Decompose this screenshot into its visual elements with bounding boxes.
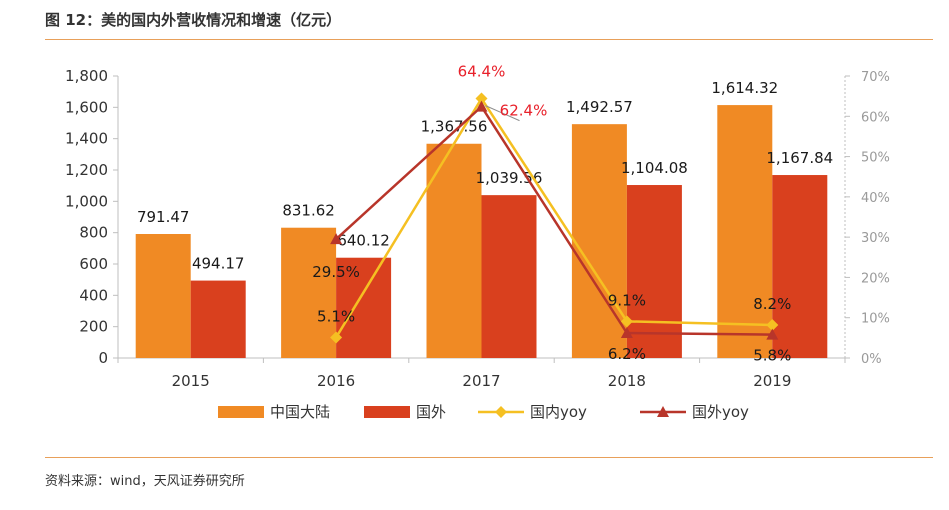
- left-axis-tick-label: 0: [98, 349, 108, 367]
- left-axis-tick-label: 1,000: [65, 192, 108, 210]
- label-overseas-yoy: 5.8%: [753, 347, 791, 365]
- point-domestic-yoy: [766, 318, 779, 331]
- bar-overseas: [481, 195, 537, 358]
- bar-domestic: [426, 143, 482, 358]
- point-domestic-yoy: [475, 92, 488, 105]
- bar-overseas: [626, 185, 682, 358]
- right-axis-tick-label: 50%: [861, 151, 890, 166]
- x-axis-tick-label: 2017: [462, 372, 500, 390]
- point-overseas-yoy: [475, 100, 488, 112]
- bar-label-domestic: 1,614.32: [711, 79, 778, 97]
- bar-overseas: [336, 257, 392, 358]
- bar-label-overseas: 1,167.84: [766, 149, 833, 167]
- label-domestic-yoy: 9.1%: [608, 291, 646, 309]
- x-axis-tick-label: 2015: [172, 372, 210, 390]
- bar-label-domestic: 1,492.57: [566, 98, 633, 116]
- bar-label-domestic: 791.47: [137, 208, 190, 226]
- legend-item: 国外: [364, 403, 446, 421]
- bar-label-overseas: 1,104.08: [621, 159, 688, 177]
- bar-domestic: [135, 234, 191, 358]
- bar-domestic: [281, 227, 337, 358]
- legend-marker: [495, 406, 507, 418]
- label-overseas-yoy: 6.2%: [608, 345, 646, 363]
- legend-label: 国外: [416, 403, 446, 421]
- legend-item: 国内yoy: [478, 403, 587, 421]
- label-domestic-yoy: 8.2%: [753, 295, 791, 313]
- legend-swatch: [364, 406, 410, 418]
- figure-title: 图 12：美的国内外营收情况和增速（亿元）: [45, 11, 342, 29]
- bar-domestic: [571, 124, 627, 358]
- bar-label-domestic: 831.62: [282, 202, 335, 220]
- revenue-chart: 0 200 400 600 800 1,000 1,200 1,400 1,600 1,800 0%…: [65, 63, 890, 421]
- bar-label-overseas: 494.17: [192, 255, 245, 273]
- label-domestic-yoy: 5.1%: [317, 307, 355, 325]
- label-overseas-yoy: 62.4%: [500, 102, 548, 120]
- legend-marker: [657, 406, 669, 417]
- point-domestic-yoy: [620, 315, 633, 328]
- callout-leader: [485, 105, 520, 122]
- bar-overseas: [190, 280, 246, 358]
- bar-overseas: [772, 175, 828, 358]
- point-overseas-yoy: [766, 328, 779, 340]
- source-rule: [45, 457, 933, 458]
- label-overseas-yoy: 29.5%: [312, 263, 360, 281]
- left-axis-tick-label: 1,600: [65, 98, 108, 116]
- legend-swatch: [218, 406, 264, 418]
- left-axis-tick-label: 800: [79, 224, 108, 242]
- bar-label-domestic: 1,367.56: [421, 118, 488, 136]
- x-axis-tick-label: 2016: [317, 372, 355, 390]
- x-axis-tick-label: 2019: [753, 372, 791, 390]
- right-axis-tick-label: 10%: [861, 312, 890, 327]
- point-overseas-yoy: [330, 233, 343, 245]
- legend-label: 国内yoy: [530, 403, 587, 421]
- right-axis-tick-label: 70%: [861, 70, 890, 85]
- left-axis-tick-label: 200: [79, 318, 108, 336]
- left-axis-tick-label: 1,400: [65, 130, 108, 148]
- bar-domestic: [717, 105, 773, 358]
- legend-label: 国外yoy: [692, 403, 749, 421]
- left-axis-tick-label: 1,800: [65, 67, 108, 85]
- right-axis-tick-label: 60%: [861, 110, 890, 125]
- x-axis-tick-label: 2018: [608, 372, 646, 390]
- line-overseas-yoy: [335, 104, 773, 336]
- left-axis-tick-label: 1,200: [65, 161, 108, 179]
- left-axis-tick-label: 400: [79, 286, 108, 304]
- line-domestic-yoy: [335, 96, 773, 339]
- point-overseas-yoy: [620, 327, 633, 339]
- legend-label: 中国大陆: [270, 403, 330, 421]
- point-domestic-yoy: [330, 331, 343, 344]
- legend-item: 国外yoy: [640, 403, 749, 421]
- right-axis-tick-label: 0%: [861, 352, 882, 367]
- right-axis-tick-label: 20%: [861, 271, 890, 286]
- source-note: 资料来源：wind，天风证券研究所: [45, 474, 245, 489]
- right-axis-tick-label: 40%: [861, 191, 890, 206]
- bar-label-overseas: 640.12: [337, 232, 390, 250]
- title-rule: [45, 39, 933, 40]
- legend-item: 中国大陆: [218, 403, 330, 421]
- label-domestic-yoy: 64.4%: [458, 63, 506, 81]
- left-axis-tick-label: 600: [79, 255, 108, 273]
- right-axis-tick-label: 30%: [861, 231, 890, 246]
